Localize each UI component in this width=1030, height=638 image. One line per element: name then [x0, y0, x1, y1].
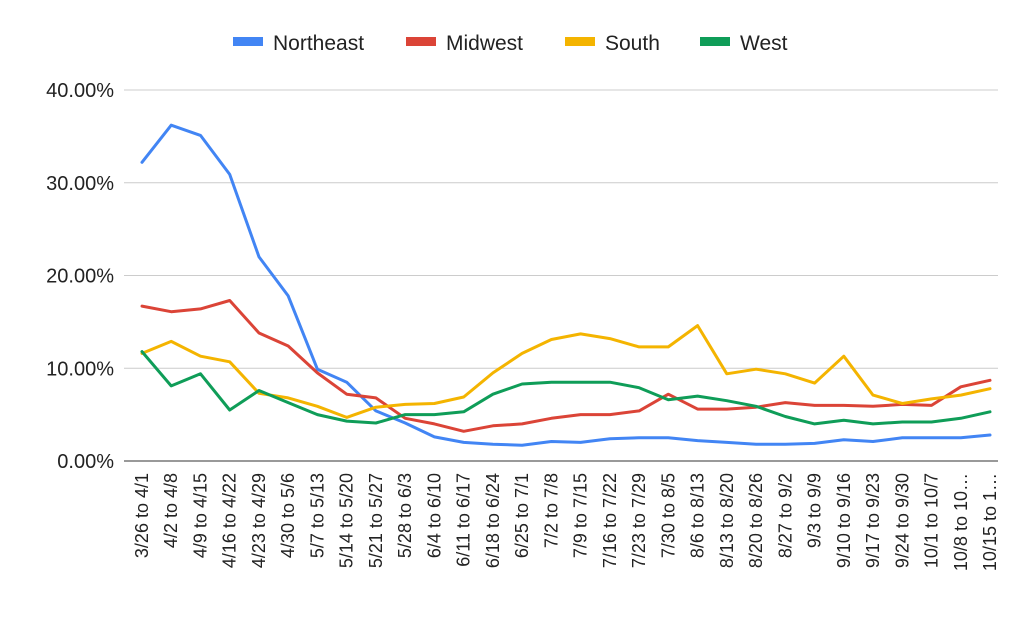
x-tick-label: 5/14 to 5/20 — [337, 473, 357, 568]
series-lines — [140, 123, 992, 447]
y-tick-label: 10.00% — [46, 358, 114, 380]
legend-label-northeast: Northeast — [273, 32, 364, 55]
series-line-northeast — [140, 123, 992, 447]
x-tick-label: 6/11 to 6/17 — [454, 473, 474, 567]
x-tick-label: 7/23 to 7/29 — [629, 473, 649, 568]
y-axis-tick-labels: 0.00% 10.00% 20.00% 30.00% 40.00% — [46, 80, 114, 473]
x-axis-tick-labels: 3/26 to 4/1 4/2 to 4/8 4/9 to 4/15 4/16 to … — [132, 473, 1000, 571]
y-tick-label: 20.00% — [46, 266, 114, 288]
series-line-south — [140, 324, 992, 419]
x-tick-label: 6/4 to 6/10 — [424, 473, 444, 558]
y-tick-label: 30.00% — [46, 173, 114, 195]
x-tick-label: 9/17 to 9/23 — [863, 473, 883, 568]
legend-swatch-northeast — [233, 37, 263, 46]
legend-label-south: South — [605, 32, 660, 55]
x-tick-label: 8/27 to 9/2 — [775, 473, 795, 558]
x-tick-label: 5/21 to 5/27 — [366, 473, 386, 568]
legend-label-midwest: Midwest — [446, 32, 523, 55]
x-tick-label: 6/18 to 6/24 — [483, 473, 503, 568]
x-tick-label: 4/30 to 5/6 — [278, 473, 298, 558]
legend-swatch-midwest — [406, 37, 436, 46]
legend-swatch-south — [565, 37, 595, 46]
x-tick-label: 9/3 to 9/9 — [805, 473, 825, 548]
x-tick-label: 8/20 to 8/26 — [746, 473, 766, 568]
x-tick-label: 10/15 to 1… — [980, 473, 1000, 571]
x-tick-label: 4/9 to 4/15 — [190, 473, 210, 558]
series-line-west — [140, 350, 992, 426]
series-line-midwest — [140, 299, 992, 433]
x-tick-label: 10/8 to 10… — [951, 473, 971, 571]
x-tick-label: 4/2 to 4/8 — [161, 473, 181, 548]
x-tick-label: 7/9 to 7/15 — [571, 473, 591, 558]
legend-label-west: West — [740, 32, 788, 55]
x-tick-label: 3/26 to 4/1 — [132, 473, 152, 558]
x-tick-label: 5/28 to 6/3 — [395, 473, 415, 558]
y-tick-label: 0.00% — [57, 451, 114, 473]
x-tick-label: 7/16 to 7/22 — [600, 473, 620, 568]
x-tick-label: 7/30 to 8/5 — [658, 473, 678, 558]
x-tick-label: 8/13 to 8/20 — [717, 473, 737, 568]
x-tick-label: 4/16 to 4/22 — [220, 473, 240, 568]
x-tick-label: 8/6 to 8/13 — [688, 473, 708, 558]
legend: Northeast Midwest South West — [233, 32, 788, 55]
x-tick-label: 4/23 to 4/29 — [249, 473, 269, 568]
x-tick-label: 9/24 to 9/30 — [892, 473, 912, 568]
x-tick-label: 10/1 to 10/7 — [922, 473, 942, 568]
x-tick-label: 7/2 to 7/8 — [541, 473, 561, 548]
x-tick-label: 5/7 to 5/13 — [307, 473, 327, 558]
x-tick-label: 6/25 to 7/1 — [512, 473, 532, 558]
legend-swatch-west — [700, 37, 730, 46]
y-tick-label: 40.00% — [46, 80, 114, 102]
x-tick-label: 9/10 to 9/16 — [834, 473, 854, 568]
